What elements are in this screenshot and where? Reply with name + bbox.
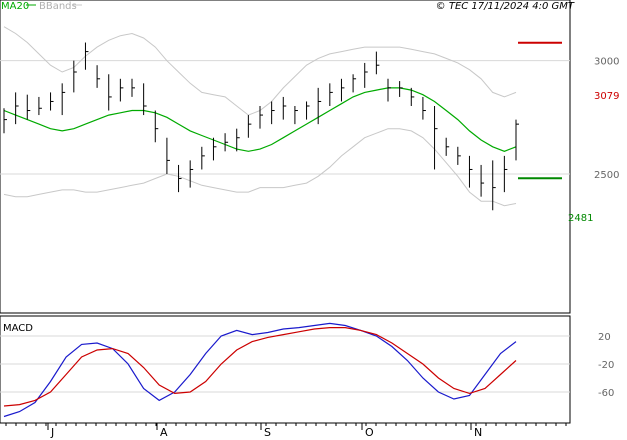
price-bar [73, 60, 77, 93]
price-bar [119, 78, 124, 102]
price-bar [212, 137, 217, 161]
price-bar [480, 164, 485, 197]
ma20-legend-label: MA20 [1, 1, 29, 12]
price-bar [445, 137, 450, 156]
price-bar [515, 119, 519, 161]
price-bar [143, 83, 147, 116]
price-bar [108, 74, 112, 111]
price-bar [224, 133, 229, 152]
levels-layer [518, 41, 562, 180]
price-bar [271, 101, 275, 125]
price-bar [166, 137, 170, 174]
price-bar [178, 164, 182, 193]
macd-signal-line [3, 327, 517, 407]
price-bar [15, 92, 19, 125]
price-bar [422, 96, 426, 120]
bband-lower-line [3, 128, 517, 207]
price-bar [503, 155, 508, 193]
ma20-line [3, 87, 517, 152]
price-bar [236, 128, 240, 152]
price-bar [468, 155, 473, 188]
price-bar [96, 65, 101, 88]
support-label: 2481 [568, 213, 593, 224]
ma20-layer [3, 87, 517, 152]
macd-y-tick-label: -60 [598, 388, 614, 399]
price-bar [282, 96, 287, 120]
price-bar [3, 108, 7, 134]
price-bars-layer [3, 42, 519, 211]
price-bar [26, 94, 31, 120]
price-bar [154, 110, 159, 143]
price-bar [201, 146, 205, 170]
price-bar [317, 87, 322, 125]
axis-layer: 3000 2500 20 -20 -60 J A S O N [0, 57, 619, 439]
price-bar [364, 62, 368, 88]
price-bar [131, 78, 135, 97]
x-axis-tick-label: N [474, 426, 482, 439]
x-axis-tick-label: S [264, 426, 271, 439]
price-bar [399, 81, 403, 97]
macd-layer [0, 322, 570, 418]
price-bar [247, 115, 252, 138]
macd-line [3, 322, 517, 418]
grid-layer [0, 60, 570, 175]
price-bar [457, 146, 461, 165]
price-panel-frame [0, 0, 571, 314]
price-bar [340, 78, 345, 102]
price-bar [259, 106, 263, 129]
price-bar [492, 160, 496, 211]
macd-panel-frame [0, 315, 571, 424]
bbands-legend-label: BBands [39, 1, 77, 12]
price-y-tick-label: 2500 [594, 170, 619, 181]
price-bar [329, 83, 333, 106]
price-bar [84, 42, 89, 70]
macd-y-tick-label: 20 [598, 332, 611, 343]
price-bar [387, 78, 391, 102]
price-bar [38, 96, 42, 116]
price-bar [50, 92, 54, 111]
x-axis-tick-label: O [365, 426, 374, 439]
price-bar [375, 51, 380, 75]
price-bar [189, 160, 194, 188]
macd-title: MACD [3, 323, 33, 334]
macd-y-tick-label: -20 [598, 360, 614, 371]
x-axis-tick-label: A [160, 426, 168, 439]
price-y-tick-label: 3000 [594, 57, 619, 68]
price-bar [294, 106, 298, 125]
resistance-label: 3079 [594, 91, 619, 102]
price-bar [352, 74, 357, 93]
price-bar [61, 83, 66, 116]
price-bar [306, 101, 310, 120]
x-axis-tick-label: J [50, 426, 54, 439]
source-stamp: © TEC 17/11/2024 4:0 GMT [436, 1, 575, 12]
price-bar [410, 87, 415, 106]
price-bar [434, 106, 438, 170]
